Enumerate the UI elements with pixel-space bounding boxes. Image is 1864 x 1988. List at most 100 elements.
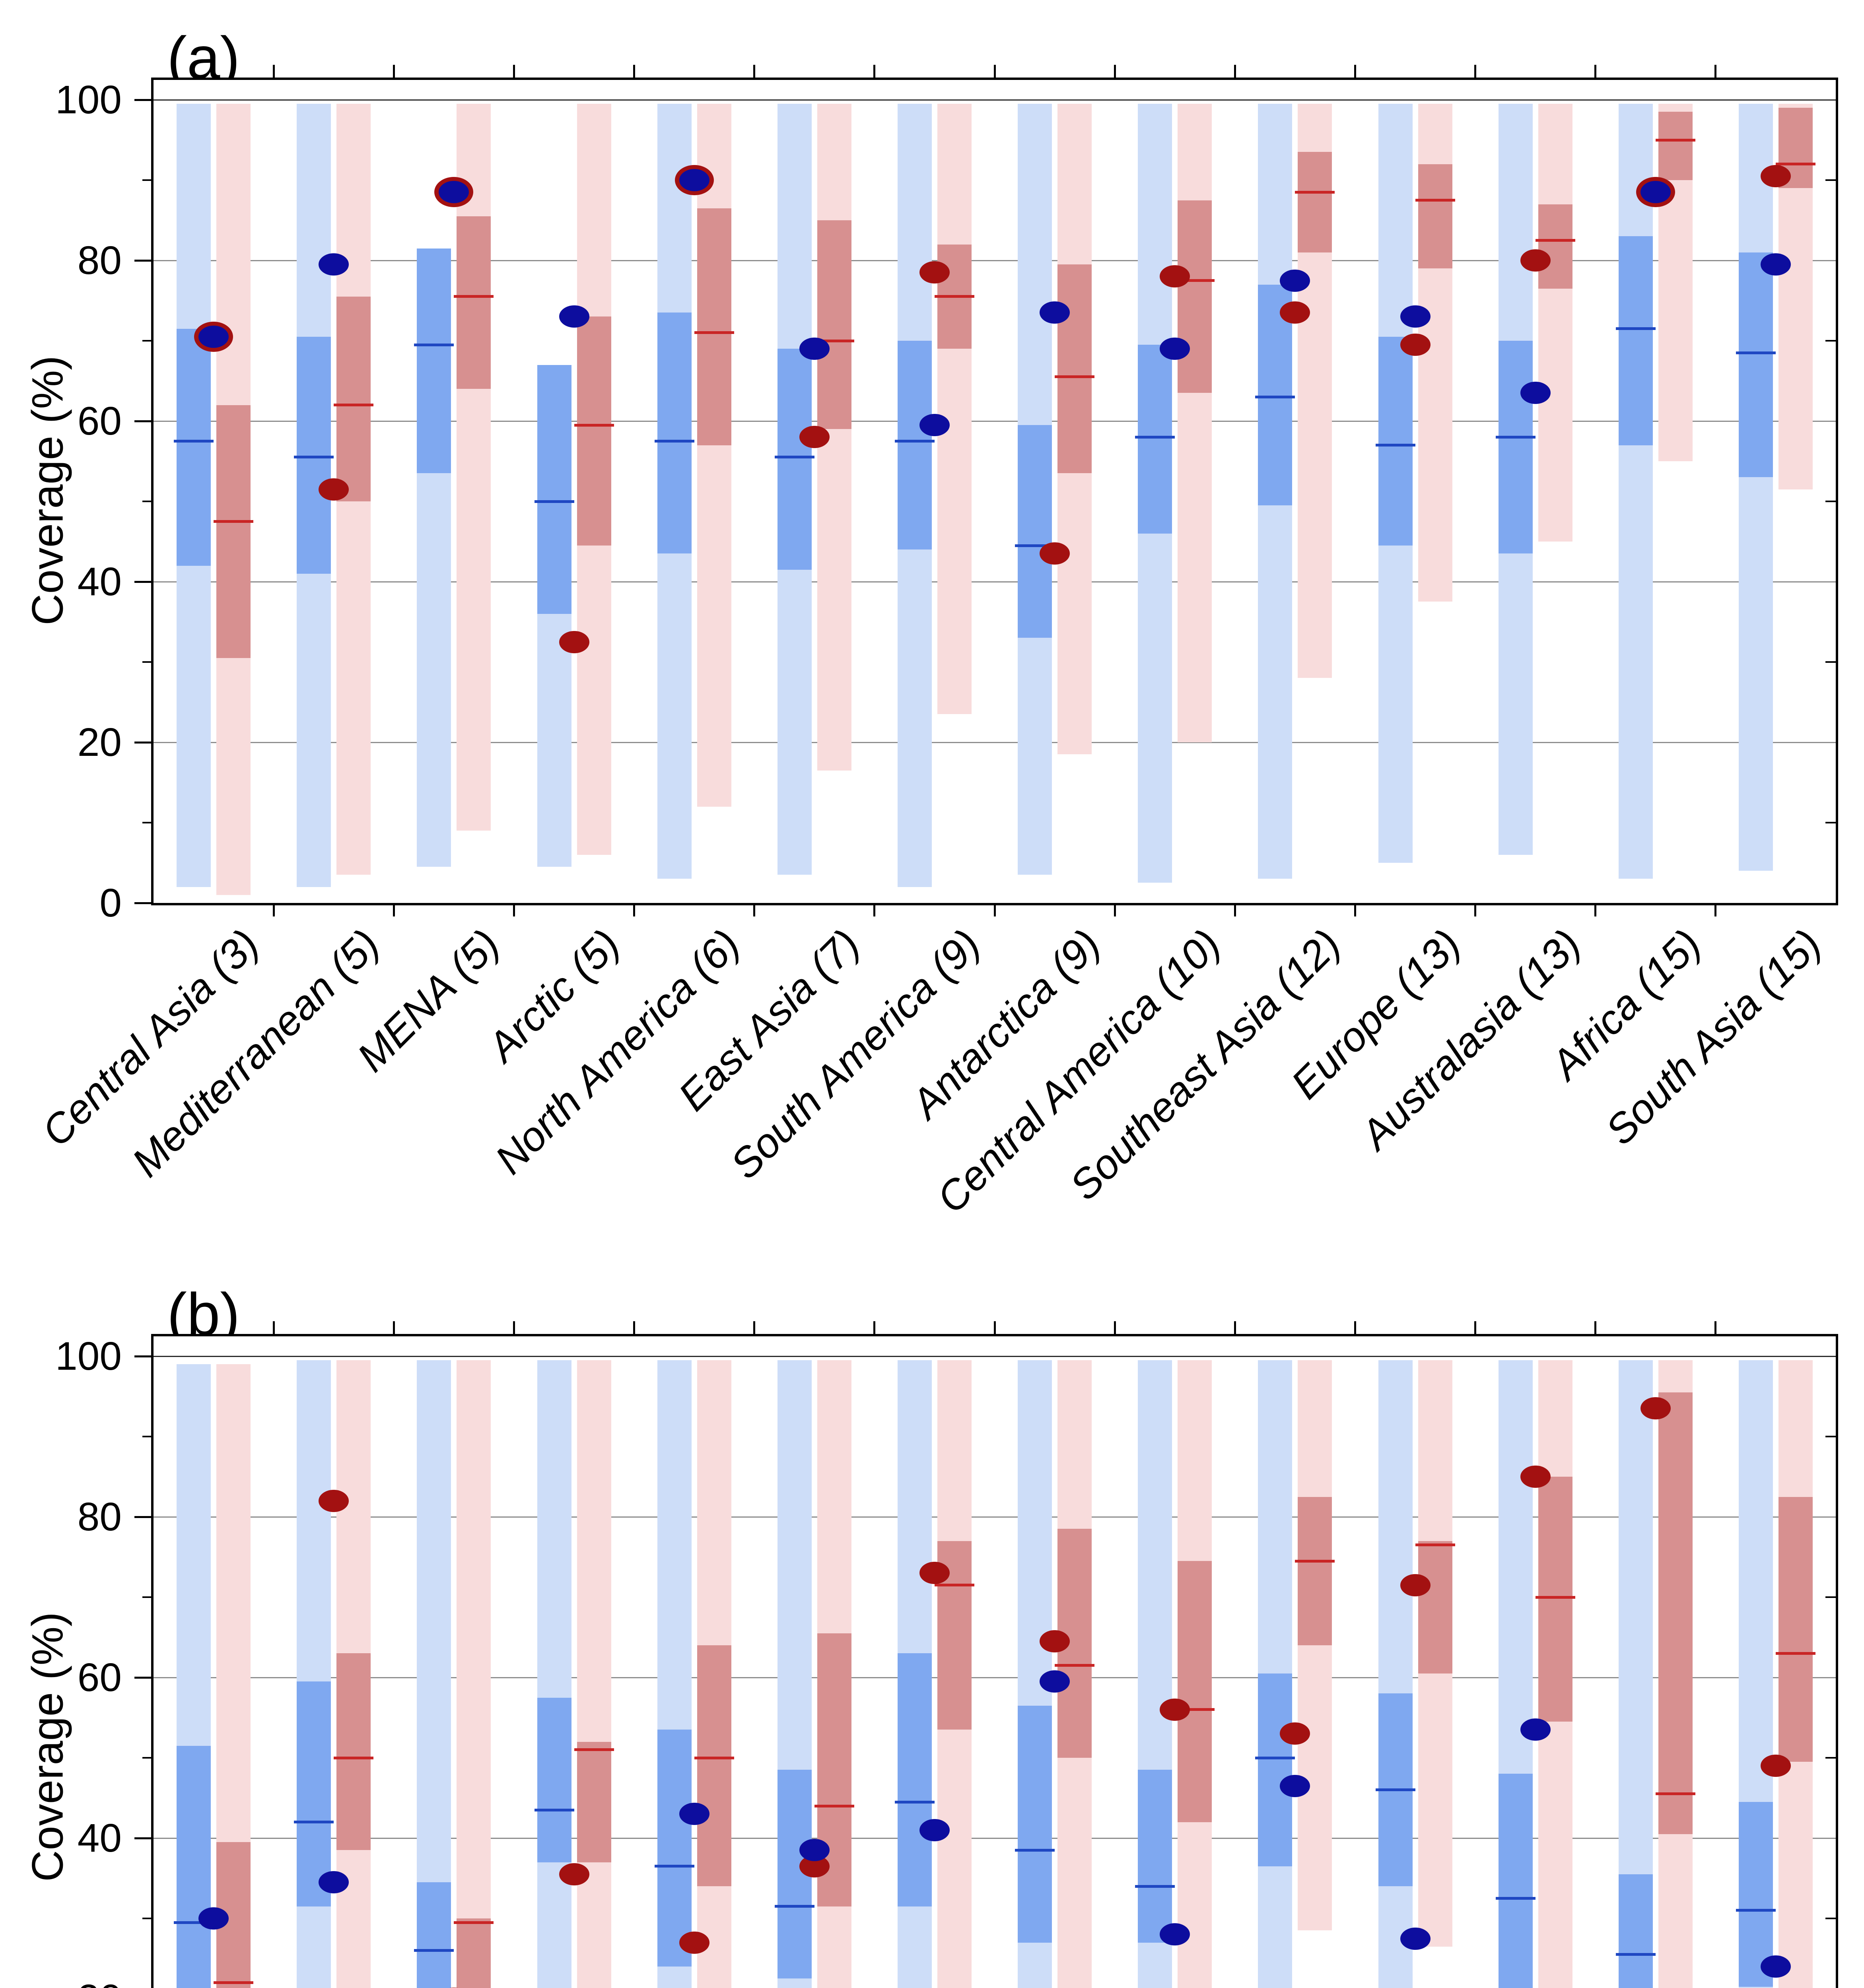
- y-minor-tick: [142, 1918, 151, 1919]
- y-tick-label: 40: [77, 559, 122, 604]
- red-median-line: [694, 331, 734, 334]
- red-dot: [319, 1489, 349, 1512]
- red-iqr-bar: [457, 216, 491, 389]
- red-dot: [1520, 249, 1551, 272]
- y-major-tick: [134, 99, 151, 101]
- y-minor-tick-right: [1825, 1596, 1836, 1598]
- blue-dot: [919, 1819, 950, 1841]
- blue-median-line: [294, 456, 334, 459]
- blue-dot: [1520, 382, 1551, 404]
- x-boundary-tick-top: [1714, 65, 1717, 78]
- panel-a: 0 20 40 60 80 100 Central Asia (3) Mediterrane…: [33, 65, 1838, 1222]
- y-minor-tick-right: [1825, 340, 1836, 342]
- red-median-line: [334, 404, 374, 407]
- red-iqr-bar: [817, 220, 851, 429]
- red-iqr-bar: [1298, 152, 1332, 252]
- panel-a-frame: 0 20 40 60 80 100: [55, 65, 1838, 923]
- x-boundary-tick-top: [1354, 65, 1356, 78]
- x-boundary-tick-bottom: [1354, 903, 1356, 916]
- panel-b-ylabel: Coverage (%): [23, 1612, 72, 1882]
- blue-iqr-bar: [897, 1653, 932, 1906]
- red-median-line: [1535, 239, 1575, 242]
- red-iqr-bar: [577, 316, 611, 546]
- red-median-line: [814, 339, 854, 342]
- red-median-line: [1175, 279, 1215, 282]
- y-major-tick: [134, 259, 151, 262]
- blue-median-line: [894, 1800, 935, 1804]
- x-boundary-tick-top: [1354, 1321, 1356, 1335]
- x-boundary-tick-bottom: [272, 903, 275, 916]
- x-boundary-tick-top: [873, 65, 876, 78]
- y-major-tick: [134, 1837, 151, 1839]
- red-median-line: [574, 423, 614, 427]
- red-median-line: [1055, 1664, 1095, 1667]
- x-boundary-tick-top: [272, 65, 275, 78]
- x-boundary-tick-top: [633, 65, 636, 78]
- blue-dot: [1280, 269, 1310, 292]
- x-boundary-tick-top: [393, 1321, 395, 1335]
- red-iqr-bar: [336, 1653, 371, 1850]
- blue-dot: [679, 169, 709, 191]
- blue-dot: [198, 325, 229, 348]
- red-median-line: [1655, 138, 1695, 142]
- red-iqr-bar: [1178, 1561, 1212, 1822]
- y-minor-tick-right: [1825, 1757, 1836, 1759]
- y-minor-tick: [142, 1436, 151, 1437]
- red-dot: [1520, 1466, 1551, 1488]
- blue-iqr-bar: [417, 248, 451, 474]
- blue-dot: [799, 1839, 830, 1862]
- blue-dot: [439, 181, 469, 204]
- red-median-line: [1055, 375, 1095, 379]
- red-iqr-bar: [1658, 112, 1693, 180]
- gridline-80: [154, 260, 1836, 261]
- red-dot: [919, 1562, 950, 1584]
- x-boundary-tick-bottom: [1594, 903, 1597, 916]
- blue-dot: [319, 1871, 349, 1894]
- x-boundary-tick-top: [633, 1321, 636, 1335]
- y-tick-label: 20: [77, 720, 122, 765]
- red-dot: [1280, 301, 1310, 324]
- red-iqr-bar: [697, 208, 731, 445]
- blue-median-line: [1375, 1788, 1415, 1792]
- blue-median-line: [414, 343, 454, 346]
- x-boundary-tick-top: [272, 1321, 275, 1335]
- blue-median-line: [654, 440, 694, 443]
- x-boundary-tick-top: [513, 65, 515, 78]
- red-median-line: [1535, 1596, 1575, 1599]
- x-boundary-tick-top: [753, 65, 756, 78]
- blue-median-line: [1736, 1909, 1776, 1912]
- x-boundary-tick-top: [1474, 1321, 1477, 1335]
- blue-dot: [1640, 181, 1671, 204]
- blue-iqr-bar: [297, 336, 331, 574]
- red-iqr-bar: [1178, 200, 1212, 393]
- red-iqr-bar: [1418, 164, 1452, 269]
- red-median-line: [1295, 1559, 1335, 1563]
- x-boundary-tick-top: [753, 1321, 756, 1335]
- red-dot: [1040, 542, 1070, 565]
- red-median-line: [1775, 1652, 1815, 1655]
- red-dot: [1760, 1755, 1791, 1777]
- blue-iqr-bar: [657, 313, 692, 554]
- blue-dot: [679, 1803, 709, 1825]
- red-median-line: [694, 1756, 734, 1759]
- blue-median-line: [1135, 435, 1175, 439]
- x-boundary-tick-top: [1234, 65, 1236, 78]
- blue-dot: [1520, 1718, 1551, 1741]
- red-dot: [1760, 165, 1791, 187]
- blue-dot: [919, 414, 950, 437]
- blue-iqr-bar: [537, 1697, 571, 1862]
- y-major-tick: [134, 580, 151, 583]
- y-major-tick: [134, 741, 151, 744]
- red-median-line: [574, 1748, 614, 1751]
- x-boundary-tick-top: [393, 65, 395, 78]
- blue-median-line: [774, 1905, 814, 1908]
- blue-iqr-bar: [1138, 1770, 1172, 1943]
- gridline-100: [154, 99, 1836, 101]
- red-median-line: [814, 1804, 854, 1807]
- panel-a-ylabel: Coverage (%): [23, 355, 72, 625]
- gridline-40: [154, 1837, 1836, 1839]
- red-iqr-bar: [1778, 1497, 1813, 1762]
